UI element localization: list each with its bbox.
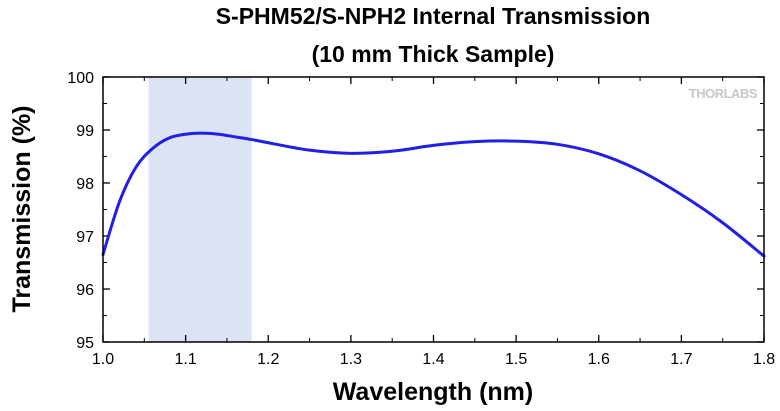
y-tick-label: 95 bbox=[76, 335, 94, 352]
y-tick-label: 99 bbox=[76, 123, 94, 140]
x-tick-label: 1.1 bbox=[175, 351, 197, 368]
x-tick-label: 1.7 bbox=[670, 351, 692, 368]
y-tick-label: 96 bbox=[76, 282, 94, 299]
x-tick-label: 1.4 bbox=[422, 351, 444, 368]
y-axis-label: Transmission (%) bbox=[8, 106, 36, 313]
plot-frame bbox=[102, 76, 765, 343]
x-tick-label: 1.8 bbox=[753, 351, 775, 368]
x-tick-label: 1.6 bbox=[588, 351, 610, 368]
chart-subtitle: (10 mm Thick Sample) bbox=[312, 41, 555, 67]
x-axis-label: Wavelength (nm) bbox=[333, 378, 533, 406]
thorlabs-watermark: THORLABS bbox=[689, 86, 758, 101]
x-ticks: 1.0 1.1 1.2 1.3 1.4 1.5 1.6 1.7 1.8 bbox=[92, 77, 775, 368]
y-ticks: 95 96 97 98 99 100 bbox=[67, 70, 764, 352]
y-tick-label: 97 bbox=[76, 229, 94, 246]
x-tick-label: 1.0 bbox=[92, 351, 114, 368]
transmission-curve bbox=[101, 131, 766, 258]
x-tick-label: 1.5 bbox=[505, 351, 527, 368]
y-tick-label: 100 bbox=[67, 70, 94, 87]
chart-title: S-PHM52/S-NPH2 Internal Transmission bbox=[216, 3, 651, 29]
highlight-band bbox=[148, 77, 252, 342]
x-tick-label: 1.3 bbox=[340, 351, 362, 368]
y-tick-label: 98 bbox=[76, 176, 94, 193]
x-tick-label: 1.2 bbox=[257, 351, 279, 368]
